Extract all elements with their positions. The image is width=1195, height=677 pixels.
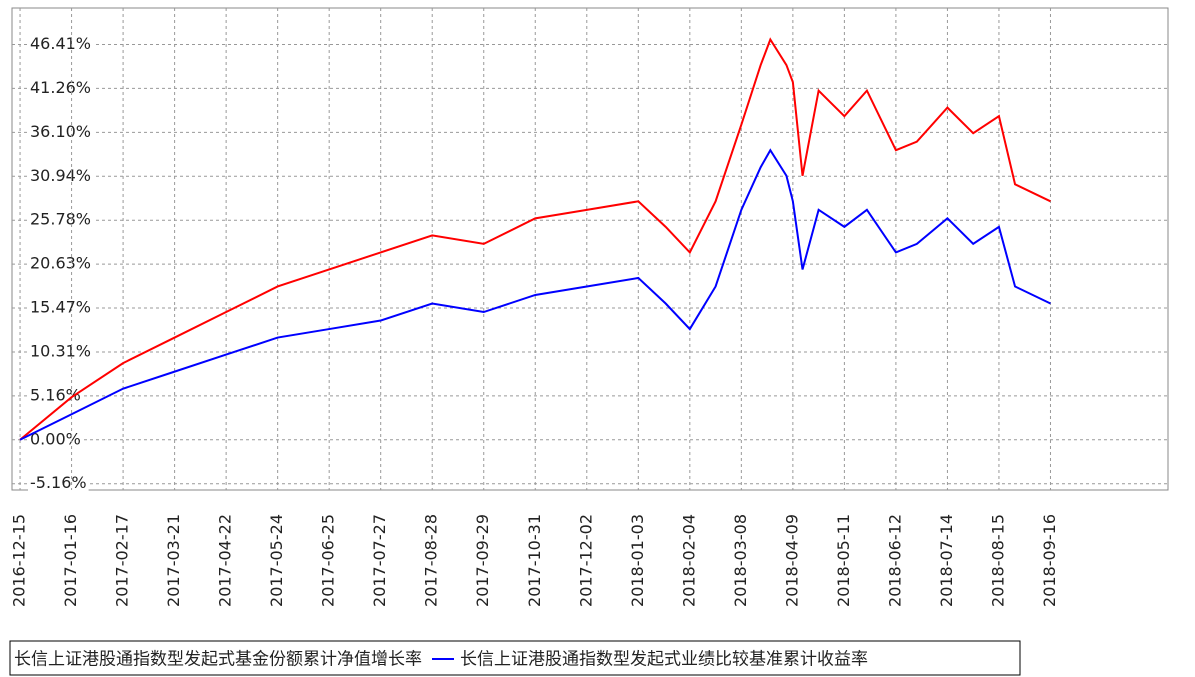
y-tick-label: 36.10% xyxy=(30,122,91,141)
x-tick-label: 2017-12-02 xyxy=(576,514,595,607)
y-tick-label: 46.41% xyxy=(30,34,91,53)
y-tick-label: -5.16% xyxy=(30,473,87,492)
x-tick-label: 2017-10-31 xyxy=(525,514,544,607)
y-tick-label: 10.31% xyxy=(30,341,91,360)
y-tick-label: 30.94% xyxy=(30,166,91,185)
chart: -5.16%0.00%5.16%10.31%15.47%20.63%25.78%… xyxy=(0,0,1195,677)
x-tick-label: 2018-06-12 xyxy=(885,514,904,607)
x-tick-label: 2017-05-24 xyxy=(267,514,286,607)
y-tick-label: 15.47% xyxy=(30,298,91,317)
x-tick-label: 2017-01-16 xyxy=(61,514,80,607)
legend-label: 长信上证港股通指数型发起式基金份额累计净值增长率 xyxy=(14,650,422,670)
y-tick-label: 20.63% xyxy=(30,254,91,273)
x-tick-label: 2018-05-11 xyxy=(834,514,853,607)
x-tick-label: 2017-07-27 xyxy=(370,514,389,607)
x-tick-label: 2018-02-04 xyxy=(679,514,698,607)
page: -5.16%0.00%5.16%10.31%15.47%20.63%25.78%… xyxy=(0,0,1195,677)
x-tick-label: 2017-04-22 xyxy=(216,514,235,607)
x-tick-label: 2017-08-28 xyxy=(422,514,441,607)
x-tick-label: 2018-09-16 xyxy=(1040,514,1059,607)
x-tick-label: 2018-01-03 xyxy=(628,514,647,607)
x-tick-label: 2018-07-14 xyxy=(937,514,956,607)
y-tick-label: 25.78% xyxy=(30,210,91,229)
x-tick-label: 2017-09-29 xyxy=(473,514,492,607)
x-tick-label: 2018-08-15 xyxy=(988,514,1007,607)
legend-label: 长信上证港股通指数型发起式业绩比较基准累计收益率 xyxy=(460,650,868,670)
x-tick-label: 2016-12-15 xyxy=(10,514,29,607)
y-tick-label: 41.26% xyxy=(30,78,91,97)
x-tick-label: 2017-06-25 xyxy=(319,514,338,607)
x-tick-label: 2018-04-09 xyxy=(782,514,801,607)
x-tick-label: 2017-03-21 xyxy=(164,514,183,607)
x-tick-label: 2017-02-17 xyxy=(113,514,132,607)
plot-area xyxy=(12,8,1168,490)
x-tick-label: 2018-03-08 xyxy=(731,514,750,607)
y-tick-label: 5.16% xyxy=(30,385,81,404)
